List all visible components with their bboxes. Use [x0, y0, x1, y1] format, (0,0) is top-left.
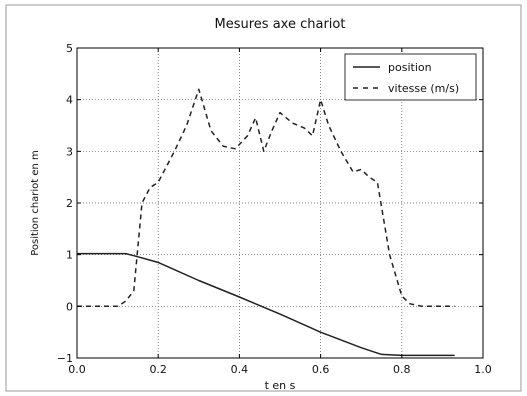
x-tick-label: 1.0 — [474, 363, 492, 376]
x-tick-label: 0.8 — [393, 363, 411, 376]
series-layer — [77, 88, 455, 357]
series-line-position — [77, 252, 455, 357]
x-tick-label: 0.4 — [231, 363, 249, 376]
y-tick-label: 2 — [66, 197, 73, 210]
legend-label-position: position — [388, 61, 432, 74]
y-tick-label: 0 — [66, 300, 73, 313]
y-tick-label: 1 — [66, 249, 73, 262]
y-tick-label: 4 — [66, 94, 73, 107]
legend-box — [344, 53, 477, 101]
y-tick-label: −1 — [57, 352, 73, 365]
x-axis-label: t en s — [265, 379, 296, 392]
x-tick-label: 0.2 — [149, 363, 167, 376]
y-tick-label: 3 — [66, 145, 73, 158]
series-line-vitesse — [77, 88, 455, 308]
y-tick-label: 5 — [66, 42, 73, 55]
legend-label-vitesse: vitesse (m/s) — [388, 82, 459, 95]
x-tick-label: 0.6 — [312, 363, 330, 376]
chart-title: Mesures axe chariot — [215, 17, 346, 32]
x-tick-label: 0.0 — [68, 363, 86, 376]
axis-ticks: 0.0 0.2 0.4 0.6 0.8 1.0 −1 0 1 2 3 4 5 — [57, 42, 492, 376]
y-axis-label: Position chariot en m — [30, 150, 41, 256]
legend: position vitesse (m/s) — [344, 53, 477, 101]
